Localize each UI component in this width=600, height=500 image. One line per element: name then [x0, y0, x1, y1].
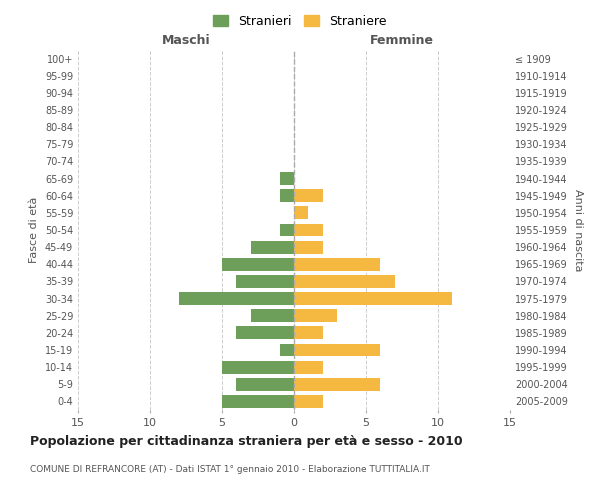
Bar — [294, 258, 380, 270]
Bar — [294, 326, 323, 340]
Bar — [251, 310, 294, 322]
Bar — [280, 172, 294, 185]
Bar — [236, 275, 294, 288]
Bar — [294, 360, 323, 374]
Bar — [294, 275, 395, 288]
Bar — [294, 240, 323, 254]
Bar — [280, 224, 294, 236]
Bar — [294, 344, 380, 356]
Text: Femmine: Femmine — [370, 34, 434, 46]
Text: Popolazione per cittadinanza straniera per età e sesso - 2010: Popolazione per cittadinanza straniera p… — [30, 435, 463, 448]
Bar — [294, 310, 337, 322]
Bar — [294, 395, 323, 408]
Y-axis label: Anni di nascita: Anni di nascita — [573, 188, 583, 271]
Bar — [222, 258, 294, 270]
Bar — [294, 378, 380, 390]
Bar — [280, 190, 294, 202]
Bar — [222, 360, 294, 374]
Bar — [294, 206, 308, 220]
Y-axis label: Fasce di età: Fasce di età — [29, 197, 39, 263]
Text: COMUNE DI REFRANCORE (AT) - Dati ISTAT 1° gennaio 2010 - Elaborazione TUTTITALIA: COMUNE DI REFRANCORE (AT) - Dati ISTAT 1… — [30, 465, 430, 474]
Bar — [251, 240, 294, 254]
Bar — [236, 326, 294, 340]
Bar — [294, 292, 452, 305]
Bar — [222, 395, 294, 408]
Bar — [294, 190, 323, 202]
Bar — [294, 224, 323, 236]
Legend: Stranieri, Straniere: Stranieri, Straniere — [209, 11, 391, 32]
Text: Maschi: Maschi — [161, 34, 211, 46]
Bar — [236, 378, 294, 390]
Bar — [280, 344, 294, 356]
Bar — [179, 292, 294, 305]
